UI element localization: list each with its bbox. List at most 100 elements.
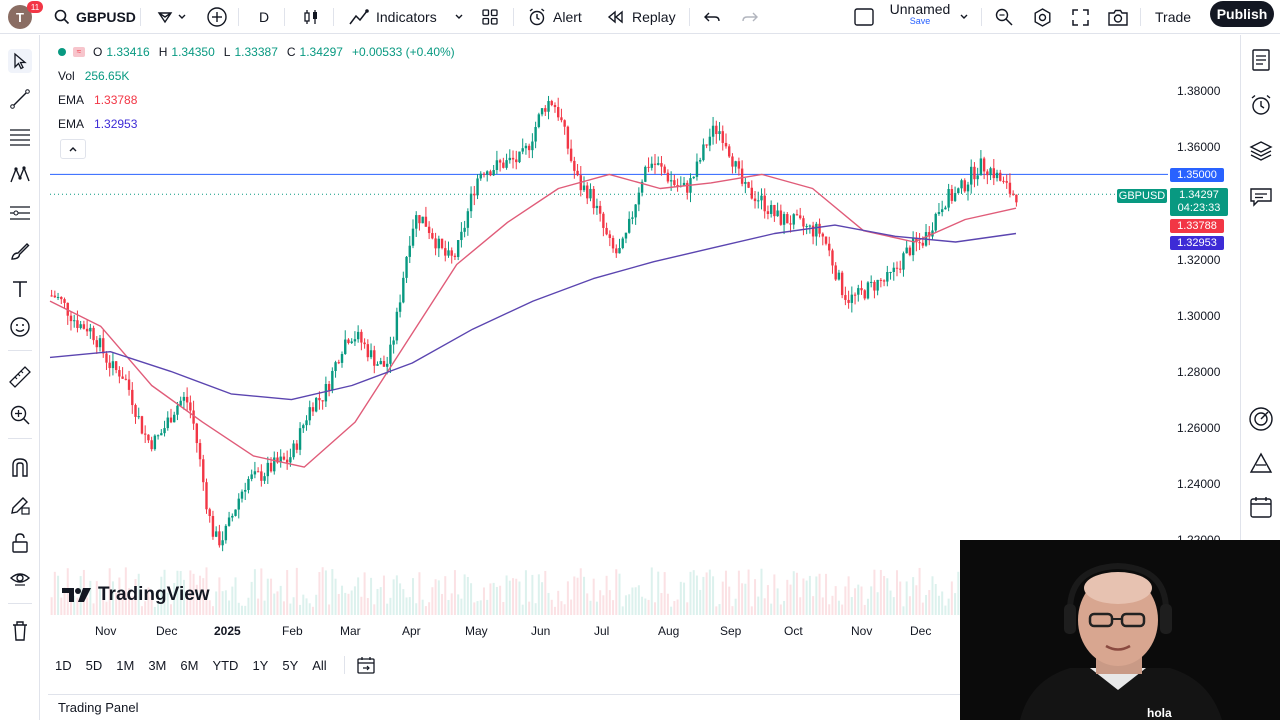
ideas-button[interactable] (1248, 450, 1274, 476)
fullscreen-button[interactable] (1071, 0, 1090, 34)
volume-bar (444, 576, 447, 615)
candle-body (860, 288, 863, 291)
candle-body (382, 361, 386, 367)
hline-price-tag[interactable]: 1.35000 (1170, 168, 1224, 182)
symbol-search[interactable]: GBPUSD (54, 0, 136, 34)
forecast-tool[interactable] (8, 201, 32, 225)
calendar-button[interactable] (1248, 494, 1274, 520)
candle-body (344, 339, 347, 355)
alert-button[interactable]: Alert (527, 0, 582, 34)
range-all[interactable]: All (312, 657, 327, 673)
magnet-tool[interactable] (8, 455, 32, 479)
range-5y[interactable]: 5Y (282, 657, 299, 673)
volume-bar (624, 595, 627, 615)
volume-bar (583, 576, 586, 615)
range-1m[interactable]: 1M (116, 657, 135, 673)
snapshot-button[interactable] (1107, 0, 1129, 34)
low-label: L (223, 45, 231, 59)
volume-bar (421, 599, 424, 615)
fib-tool[interactable] (8, 125, 32, 149)
settings-button[interactable] (1032, 0, 1053, 34)
candle-body (644, 166, 647, 182)
volume-bar (612, 600, 615, 615)
publish-button[interactable]: Publish (1210, 1, 1274, 27)
volume-bar (553, 606, 556, 615)
text-tool[interactable] (8, 277, 32, 301)
range-5d[interactable]: 5D (85, 657, 103, 673)
candle-body (866, 282, 870, 299)
volume-bar (779, 604, 782, 615)
calendar-icon (1250, 497, 1272, 518)
measure-tool[interactable] (8, 365, 32, 389)
legend-ohlc: ≈ O 1.33416 H 1.34350 L 1.33387 C 1.34297 +0… (58, 45, 457, 59)
volume-bar (631, 587, 634, 615)
object-tree-button[interactable] (1248, 138, 1274, 164)
layout-dropdown[interactable] (959, 0, 969, 34)
candle-body (976, 175, 979, 180)
icon-tool[interactable] (8, 315, 32, 339)
stay-in-drawing-tool[interactable] (8, 493, 32, 517)
gear-icon (1034, 7, 1051, 27)
collapse-legend-button[interactable] (60, 139, 86, 159)
chats-button[interactable] (1248, 184, 1274, 210)
alerts-panel-button[interactable] (1248, 92, 1274, 118)
legend-volume[interactable]: Vol 256.65K (58, 69, 129, 83)
range-6m[interactable]: 6M (180, 657, 199, 673)
pattern-tool[interactable] (8, 163, 32, 187)
range-ytd[interactable]: YTD (212, 657, 239, 673)
candle-body (631, 217, 634, 219)
quick-search-button[interactable] (994, 0, 1014, 34)
watchlist-button[interactable] (1248, 47, 1274, 73)
volume-bar (366, 598, 369, 615)
compare-dropdown[interactable] (156, 0, 187, 34)
go-to-date-button[interactable] (355, 655, 377, 675)
layout-toggle[interactable] (853, 0, 875, 34)
candle-body (724, 142, 728, 147)
trade-button[interactable]: Trade (1155, 0, 1191, 34)
candle-body (828, 243, 831, 251)
candle-body (205, 482, 208, 510)
time-tick: Feb (282, 624, 303, 638)
lock-drawings-tool[interactable] (8, 531, 32, 555)
candle-body (453, 255, 457, 257)
chart-type-button[interactable] (302, 0, 320, 34)
add-symbol-button[interactable] (206, 0, 228, 34)
range-1y[interactable]: 1Y (252, 657, 269, 673)
candle-body (153, 435, 157, 450)
candle-body (534, 127, 537, 142)
range-1d[interactable]: 1D (55, 657, 72, 673)
interval-button[interactable]: D (259, 0, 269, 34)
zoom-tool[interactable] (8, 403, 32, 427)
volume-bar (825, 573, 828, 615)
candle-body (592, 188, 595, 209)
indicators-dropdown[interactable] (454, 0, 464, 34)
candle-body (502, 162, 505, 168)
undo-button[interactable] (703, 0, 721, 34)
candle-body (627, 218, 631, 233)
presenter-video (960, 540, 1280, 720)
alert-label: Alert (553, 9, 582, 25)
layout-name[interactable]: Unnamed Save (888, 1, 952, 31)
legend-ema-slow[interactable]: EMA 1.32953 (58, 117, 137, 131)
replay-button[interactable]: Replay (607, 0, 676, 34)
range-3m[interactable]: 3M (148, 657, 167, 673)
volume-bar (473, 602, 476, 615)
volume-bar (957, 571, 960, 615)
cursor-tool[interactable] (8, 49, 32, 73)
ruler-icon (9, 366, 31, 388)
hide-drawings-tool[interactable] (8, 567, 32, 591)
templates-button[interactable] (481, 0, 499, 34)
trading-panel-label: Trading Panel (58, 700, 139, 715)
candle-body (553, 105, 557, 108)
legend-ema-fast[interactable]: EMA 1.33788 (58, 93, 137, 107)
remove-drawings-tool[interactable] (8, 619, 32, 643)
redo-button[interactable] (741, 0, 759, 34)
brush-tool[interactable] (8, 239, 32, 263)
trend-line-tool[interactable] (8, 87, 32, 111)
hotlists-button[interactable] (1248, 406, 1274, 432)
trading-panel-tab[interactable]: Trading Panel (48, 694, 960, 720)
candle-body (198, 443, 202, 460)
indicators-button[interactable]: Indicators (348, 0, 437, 34)
candle-body (769, 204, 773, 214)
